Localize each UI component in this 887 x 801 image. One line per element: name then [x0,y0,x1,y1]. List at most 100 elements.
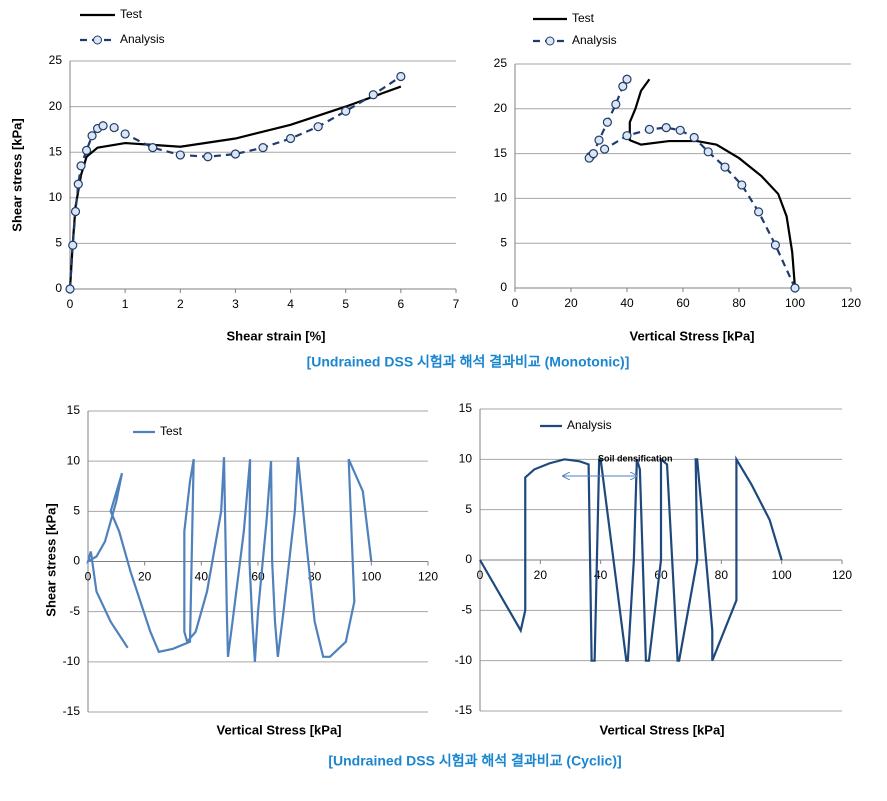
data-point [285,133,296,144]
data-point [341,106,351,116]
x-tick-label: 4 [287,297,294,311]
y-tick-label: 0 [465,552,472,566]
x-tick-label: 20 [564,296,578,310]
data-point [737,180,747,190]
y-tick-label: 5 [73,504,80,518]
series-line [628,78,797,289]
y-tick-label: -10 [63,654,81,668]
y-tick-label: -10 [455,653,473,667]
series-line [588,78,797,289]
legend-label: Analysis [572,33,617,47]
y-tick-label: 10 [459,452,473,466]
data-point [65,284,75,294]
data-point [230,149,241,159]
data-point [689,132,699,143]
data-point [602,117,613,127]
x-tick-label: 0 [512,296,519,310]
data-point [790,283,800,293]
data-point [675,125,685,135]
data-point [618,81,628,92]
data-point [175,150,185,160]
series-line [86,457,373,662]
y-tick-label: 5 [500,235,507,249]
y-tick-label: -5 [461,603,472,617]
data-point [703,147,713,157]
x-axis-label: Vertical Stress [kPa] [216,722,341,737]
x-tick-label: 60 [654,568,668,582]
x-tick-label: 2 [177,297,184,311]
legend-label: Analysis [120,32,165,46]
y-tick-label: 0 [500,280,507,294]
legend-label: Test [160,424,183,438]
data-point [148,143,158,153]
caption: [Undrained DSS 시험과 해석 결과비교 (Monotonic)] [307,354,630,370]
y-axis-label: Shear stress [kPa] [9,118,24,231]
y-tick-label: 20 [494,101,508,115]
data-point [368,90,378,100]
data-point [588,149,599,159]
x-tick-label: 0 [85,570,92,584]
x-axis-label: Vertical Stress [kPa] [599,722,724,737]
y-axis-label: Shear stress [kPa] [43,503,58,616]
legend-label: Test [120,7,143,21]
x-axis-label: Vertical Stress [kPa] [629,328,754,343]
x-tick-label: 20 [138,570,152,584]
legend-label: Analysis [567,418,612,432]
data-point [644,124,655,135]
x-axis-label: Shear strain [%] [227,328,326,343]
data-point [599,144,610,154]
x-tick-label: 1 [122,297,129,311]
series-line [68,75,402,290]
data-point [70,206,81,217]
y-tick-label: 15 [67,403,81,417]
x-tick-label: 6 [398,297,405,311]
data-point [109,122,119,133]
x-tick-label: 100 [361,570,381,584]
x-tick-label: 80 [715,568,729,582]
data-point [720,162,730,172]
x-tick-label: 100 [785,296,805,310]
y-tick-label: 25 [494,56,508,70]
x-tick-label: 60 [676,296,690,310]
x-tick-label: 80 [308,570,322,584]
y-tick-label: 0 [55,281,62,295]
data-point [258,143,268,153]
data-point [753,207,764,217]
y-tick-label: 10 [494,191,508,205]
data-point [73,179,83,189]
x-tick-label: 80 [732,296,746,310]
caption: [Undrained DSS 시험과 해석 결과비교 (Cyclic)] [328,753,621,769]
x-tick-label: 7 [453,297,460,311]
y-tick-label: 10 [67,453,81,467]
x-tick-label: 3 [232,297,239,311]
legend-marker [545,36,555,46]
data-point [396,71,406,82]
data-point [87,131,97,141]
data-point [203,152,213,162]
x-tick-label: 0 [67,297,74,311]
data-point [313,122,323,132]
data-point [770,240,781,250]
data-point [120,129,130,139]
series-line [68,85,402,290]
data-point [98,121,108,131]
y-tick-label: 0 [73,554,80,568]
x-tick-label: 120 [832,568,852,582]
y-tick-label: -15 [455,703,473,717]
x-tick-label: 0 [477,568,484,582]
y-tick-label: 20 [49,99,63,113]
series-line [479,455,783,662]
x-tick-label: 40 [195,570,209,584]
x-tick-label: 120 [418,570,438,584]
data-point [622,74,632,84]
data-point [76,161,86,171]
data-point [68,240,78,250]
x-tick-label: 100 [772,568,792,582]
x-tick-label: 20 [534,568,548,582]
data-point [622,131,632,141]
y-tick-label: 10 [49,190,63,204]
y-tick-label: 5 [55,236,62,250]
y-tick-label: 15 [49,144,63,158]
y-tick-label: 15 [459,401,473,415]
